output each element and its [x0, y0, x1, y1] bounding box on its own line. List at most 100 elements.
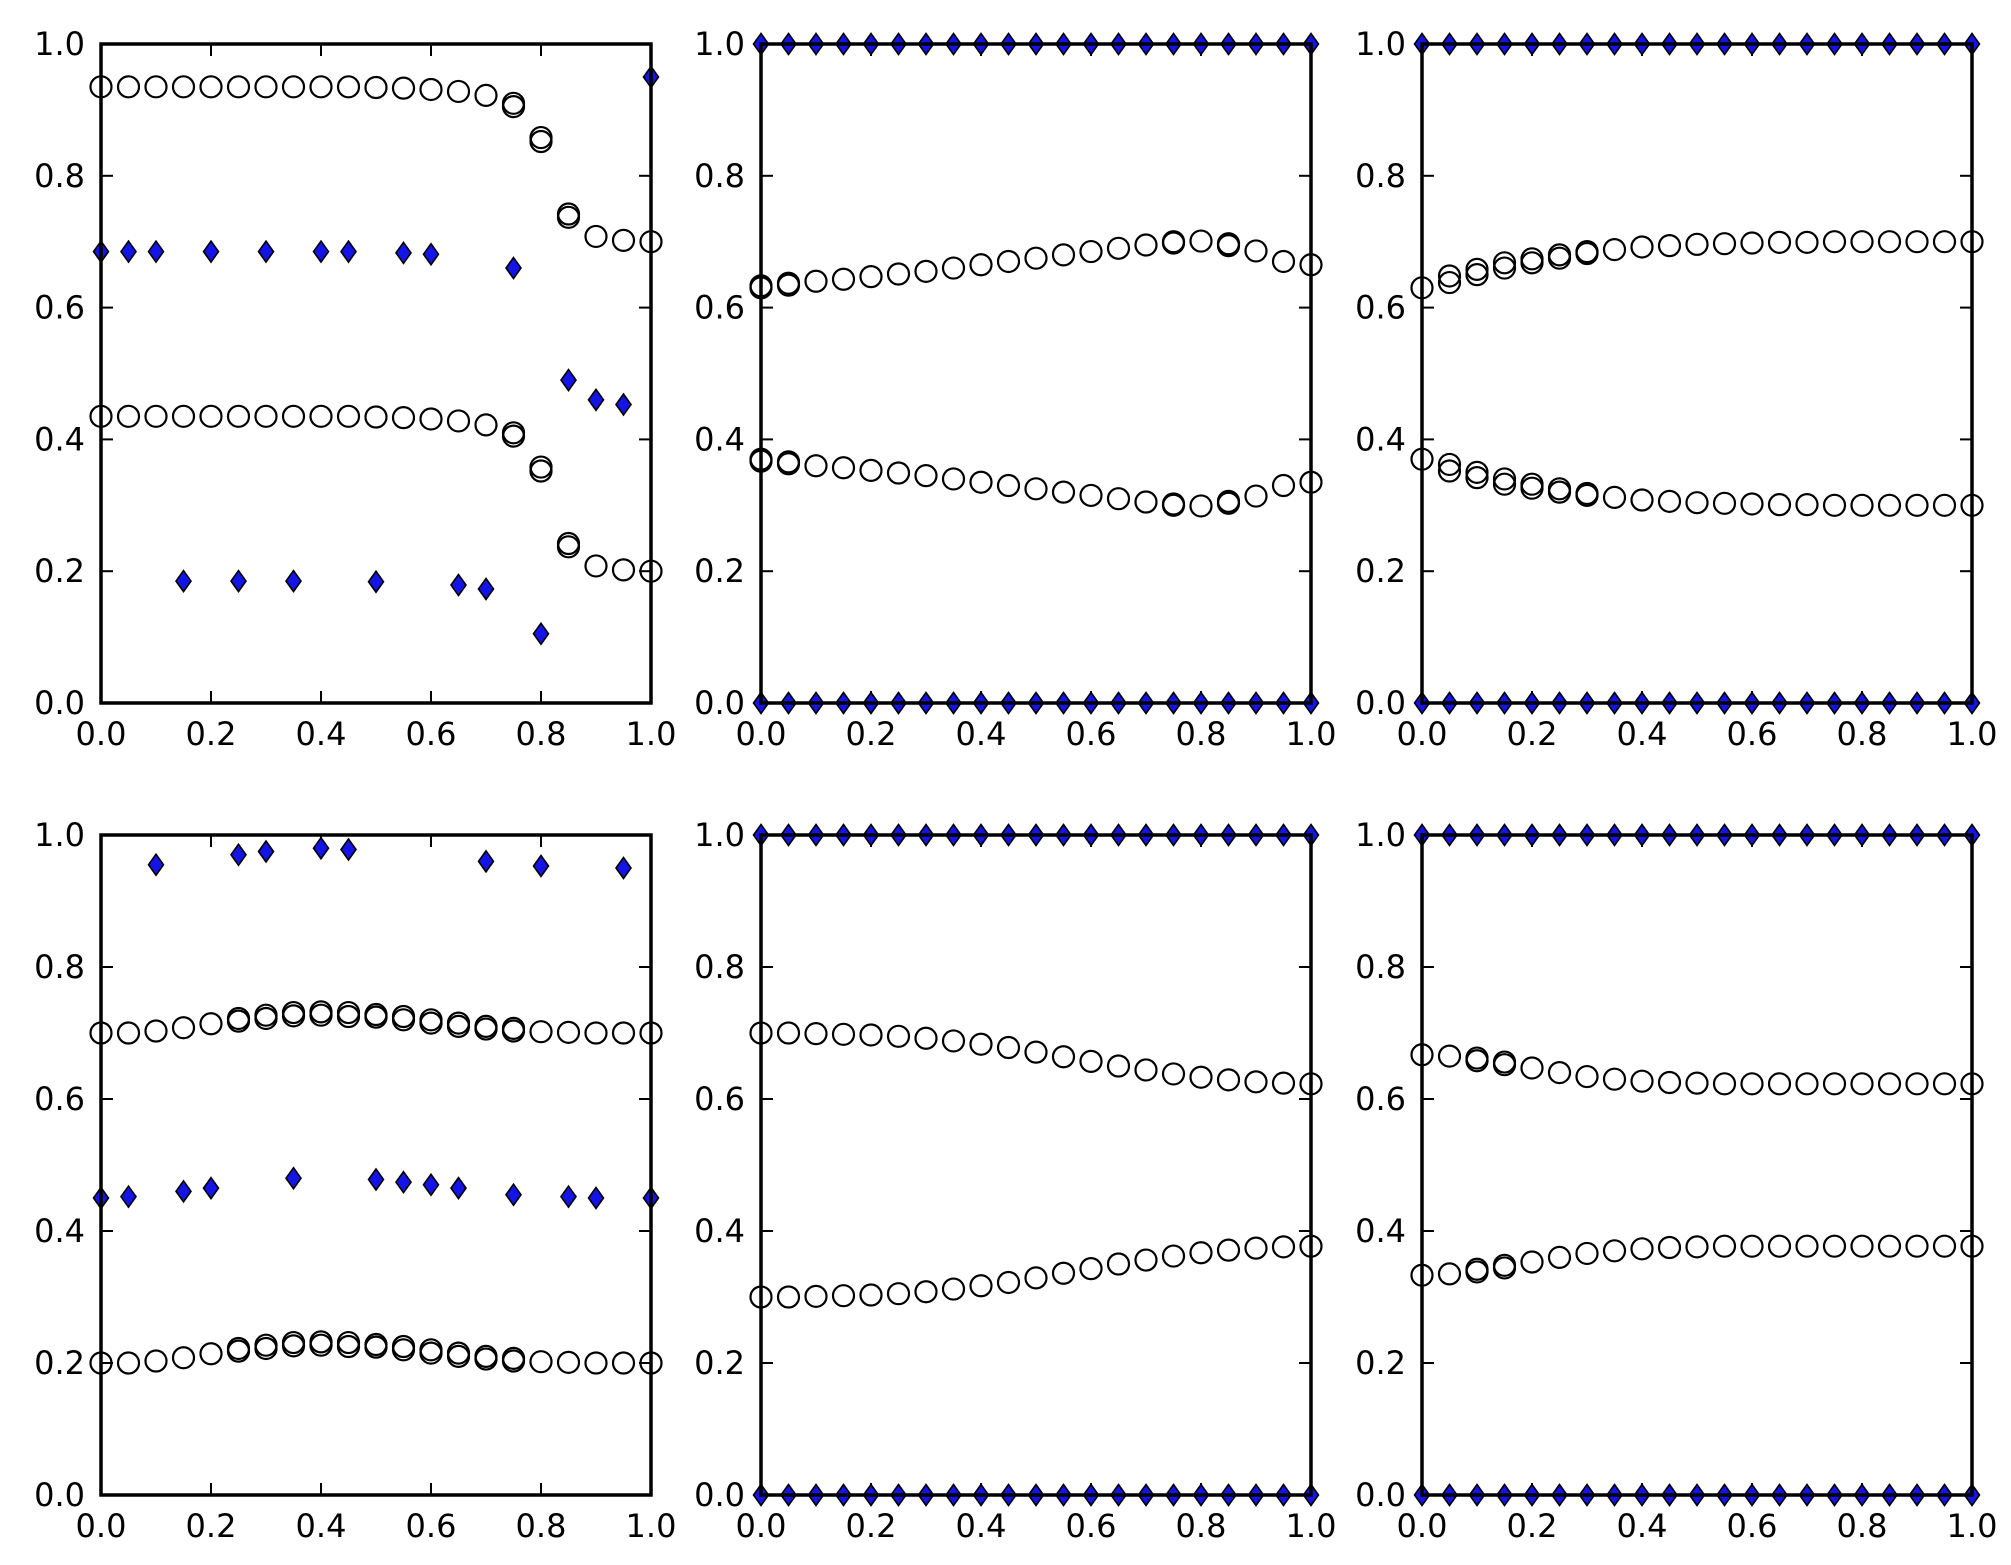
circle-point: [364, 75, 388, 100]
y-tick-label: 0.4: [1355, 1212, 1406, 1250]
circle-point: [1712, 1072, 1737, 1096]
circle-point: [969, 253, 993, 277]
circle-point: [1602, 1067, 1627, 1091]
circle-point: [1051, 243, 1076, 267]
circle-point: [1465, 1049, 1489, 1073]
x-tick-label: 0.0: [1397, 1507, 1448, 1545]
circle-point: [1271, 1071, 1296, 1095]
circle-point: [1932, 493, 1957, 517]
circle-point: [584, 224, 608, 249]
diamond-point: [560, 368, 577, 392]
diamond-point: [587, 387, 605, 412]
circle-point: [419, 1008, 443, 1032]
circle-point: [171, 1346, 196, 1370]
circle-point: [336, 404, 361, 428]
circle-point: [364, 1332, 388, 1357]
circle-point: [254, 1003, 278, 1027]
circle-point: [1079, 483, 1103, 508]
circle-point: [776, 1021, 801, 1045]
diamond-point: [505, 1182, 522, 1207]
x-tick-label: 0.6: [406, 1507, 457, 1545]
circle-point: [1134, 233, 1158, 257]
circle-point: [116, 75, 141, 99]
circle-point: [1547, 243, 1572, 267]
circle-point: [556, 535, 581, 559]
series-circle-0: [1410, 230, 1984, 300]
circle-point: [1161, 230, 1186, 254]
diamond-point: [587, 1186, 605, 1210]
circle-point: [419, 1338, 443, 1362]
circle-point: [1905, 1234, 1929, 1258]
y-tick-label: 1.0: [34, 816, 85, 854]
axes-frame: [759, 42, 1313, 705]
circle-point: [1244, 239, 1268, 263]
diamond-point: [340, 837, 357, 862]
circle-point: [254, 75, 278, 99]
x-tick-label: 1.0: [1947, 715, 1998, 753]
circle-point: [804, 1284, 828, 1308]
circle-point: [1271, 473, 1296, 498]
circle-point: [1079, 239, 1103, 264]
circle-point: [254, 404, 278, 428]
circle-point: [914, 464, 938, 488]
series-circle-0: [1410, 1043, 1984, 1096]
x-tick-label: 0.2: [186, 715, 237, 753]
circle-point: [446, 79, 471, 104]
diamond-point: [560, 1184, 577, 1209]
diamond-point: [147, 852, 165, 877]
diamond-point: [367, 569, 385, 594]
diamond-point: [202, 239, 220, 264]
circle-point: [859, 1023, 883, 1047]
circle-point: [226, 75, 251, 99]
circle-point: [831, 1022, 856, 1046]
diamond-point: [312, 836, 330, 861]
circle-point: [1575, 1241, 1599, 1266]
x-tick-label: 0.8: [1837, 1507, 1888, 1545]
series-circle-1: [89, 404, 663, 583]
y-tick-label: 0.0: [34, 1476, 85, 1514]
circle-point: [1161, 1244, 1186, 1268]
x-tick-label: 0.2: [186, 1507, 237, 1545]
y-tick-label: 0.8: [1355, 157, 1406, 195]
circle-point: [281, 1330, 306, 1355]
circle-point: [1547, 1245, 1572, 1270]
y-tick-label: 0.2: [1355, 552, 1406, 590]
circle-point: [1712, 1234, 1737, 1258]
circle-point: [1161, 493, 1186, 517]
circle-point: [1712, 491, 1737, 515]
circle-point: [1520, 247, 1544, 271]
diamond-point: [477, 849, 495, 874]
series-circle-1: [749, 1234, 1323, 1309]
circle-point: [116, 404, 141, 428]
circle-point: [1877, 230, 1902, 254]
x-tick-label: 0.4: [956, 715, 1007, 753]
circle-point: [1575, 483, 1599, 508]
circle-point: [1244, 484, 1268, 508]
circle-point: [1877, 493, 1902, 517]
circle-point: [281, 1000, 306, 1025]
circle-point: [1465, 460, 1489, 484]
circle-point: [584, 1021, 608, 1045]
series-diamond-2: [92, 65, 660, 417]
circle-point: [1189, 494, 1213, 518]
circle-point: [364, 1002, 388, 1027]
y-tick-label: 0.2: [34, 1344, 85, 1382]
circle-point: [1079, 1049, 1103, 1073]
circle-point: [474, 1014, 498, 1039]
circle-point: [1602, 1239, 1627, 1263]
y-tick-label: 0.6: [1355, 289, 1406, 327]
y-tick-label: 0.6: [34, 289, 85, 327]
circle-point: [1712, 232, 1737, 256]
series-circle-1: [1410, 447, 1984, 517]
circle-point: [1134, 1058, 1158, 1082]
y-tick-label: 0.4: [1355, 420, 1406, 458]
diamond-point: [505, 256, 522, 280]
series-diamond-3: [752, 1483, 1320, 1507]
diamond-point: [422, 1172, 440, 1197]
circle-point: [116, 1021, 141, 1045]
circle-point: [1189, 1241, 1213, 1265]
circle-point: [474, 83, 498, 108]
series-circle-1: [749, 447, 1323, 518]
series-circle-0: [89, 1000, 663, 1045]
diamond-point: [340, 239, 357, 264]
